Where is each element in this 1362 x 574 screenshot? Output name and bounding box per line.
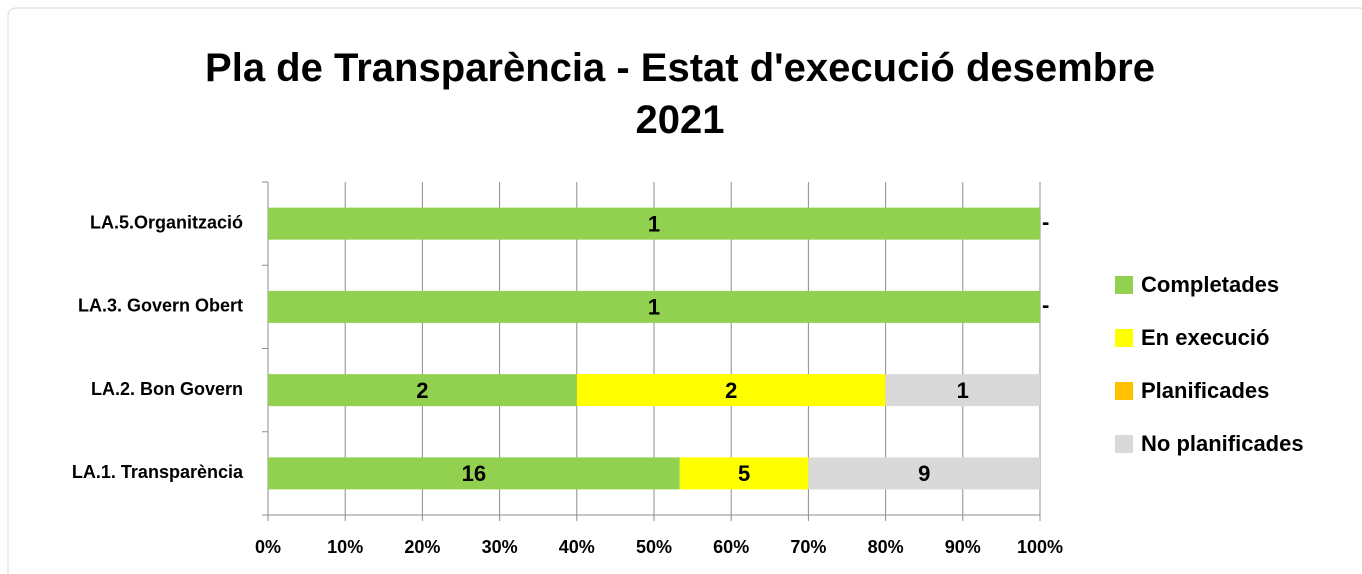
data-label: 1 — [648, 211, 660, 236]
x-tick-label: 10% — [327, 537, 363, 557]
bar-segment — [885, 374, 1040, 407]
bar-segment — [679, 457, 809, 490]
chart-title: Pla de Transparència - Estat d'execució … — [205, 46, 1155, 142]
y-tick-label: LA.3. Govern Obert — [78, 296, 243, 316]
x-tick-label: 70% — [790, 537, 826, 557]
data-label: 1 — [957, 378, 969, 403]
bar-segment — [268, 457, 680, 490]
data-label: 1 — [648, 295, 660, 320]
x-tick-label: 60% — [713, 537, 749, 557]
bar-segment — [268, 290, 1040, 323]
x-tick-label: 0% — [255, 537, 281, 557]
y-tick-label: LA.1. Transparència — [72, 462, 244, 482]
legend-label: En execució — [1141, 325, 1269, 350]
legend-label: No planificades — [1141, 431, 1304, 456]
x-tick-label: 100% — [1017, 537, 1063, 557]
data-label: 9 — [918, 461, 930, 486]
legend-swatch — [1115, 435, 1133, 453]
data-label: - — [1042, 209, 1049, 234]
legend-swatch — [1115, 382, 1133, 400]
x-tick-label: 80% — [868, 537, 904, 557]
y-tick-label: LA.5.Organització — [90, 212, 243, 232]
chart-border — [7, 7, 1362, 574]
bar-segment — [808, 457, 1040, 490]
x-tick-label: 90% — [945, 537, 981, 557]
x-tick-label: 50% — [636, 537, 672, 557]
data-label: 2 — [416, 378, 428, 403]
x-tick-label: 40% — [559, 537, 595, 557]
bar-segment — [268, 374, 577, 407]
legend-label: Completades — [1141, 272, 1279, 297]
bar-segment — [576, 374, 886, 407]
data-label: 16 — [462, 461, 486, 486]
x-tick-label: 20% — [404, 537, 440, 557]
legend-swatch — [1115, 329, 1133, 347]
legend-swatch — [1115, 276, 1133, 294]
y-tick-label: LA.2. Bon Govern — [91, 379, 243, 399]
data-label: 2 — [725, 378, 737, 403]
legend-label: Planificades — [1141, 378, 1269, 403]
bar-segment — [268, 207, 1040, 240]
data-label: 5 — [738, 461, 750, 486]
x-tick-label: 30% — [482, 537, 518, 557]
data-label: - — [1042, 293, 1049, 318]
